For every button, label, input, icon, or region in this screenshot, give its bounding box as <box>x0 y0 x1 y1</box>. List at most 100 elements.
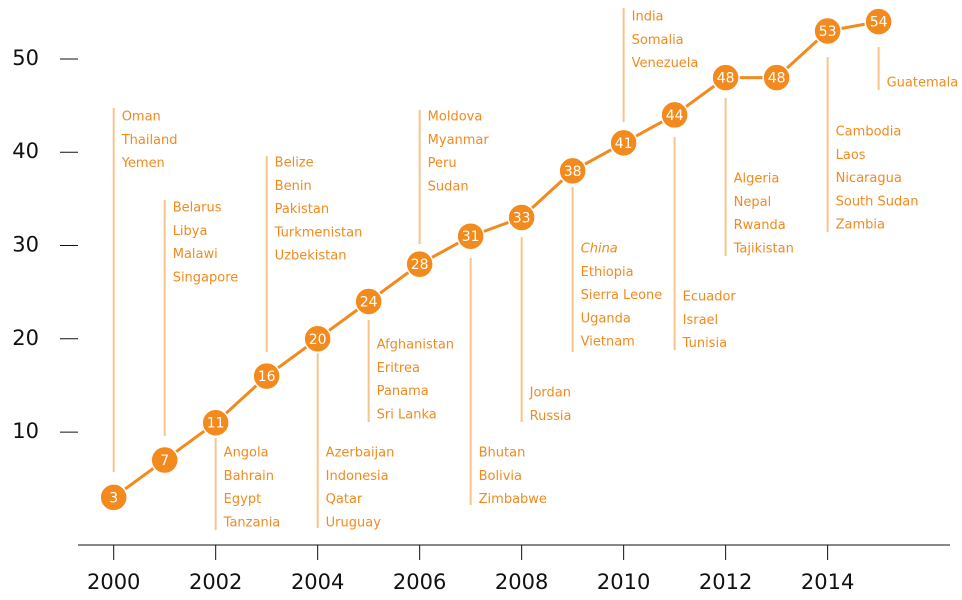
x-tick-label: 2008 <box>495 570 548 594</box>
annotation-label: Malawi <box>173 247 218 262</box>
annotation-label: Vietnam <box>581 335 635 350</box>
annotation-label: Pakistan <box>275 202 329 217</box>
annotation-label: India <box>632 10 664 25</box>
annotation-label: Singapore <box>173 270 239 285</box>
annotation-label: Bhutan <box>479 446 526 461</box>
x-tick-label: 2012 <box>699 570 752 594</box>
annotation-label: Oman <box>122 110 161 125</box>
point <box>609 128 638 158</box>
x-tick-label: 2002 <box>189 570 242 594</box>
point-label: 48 <box>768 71 786 87</box>
point <box>405 249 434 279</box>
y-tick-label: 30 <box>12 233 39 257</box>
annotation-label: Libya <box>173 224 208 239</box>
annotation-label: Nicaragua <box>836 171 902 186</box>
annotation-label: Uruguay <box>326 515 382 530</box>
annotation-label: Sudan <box>428 179 469 194</box>
point-label: 44 <box>666 108 684 124</box>
point-label: 48 <box>717 71 735 87</box>
point <box>354 287 383 316</box>
annotation-label: Egypt <box>224 492 262 507</box>
annotation-label: Bolivia <box>479 469 522 484</box>
annotation-label: Guatemala <box>887 76 959 91</box>
point-label: 54 <box>870 15 888 31</box>
point-label: 11 <box>207 416 225 432</box>
point <box>507 203 536 232</box>
point-label: 24 <box>360 294 378 310</box>
annotation-label: Uganda <box>581 311 631 326</box>
point <box>303 324 332 354</box>
annotation-label: Sierra Leone <box>581 288 663 303</box>
annotation-label: Israel <box>683 313 719 328</box>
annotation-label: Benin <box>275 179 312 194</box>
annotation-label: Yemen <box>121 156 165 171</box>
annotation-label: Moldova <box>428 110 483 125</box>
y-tick-label: 40 <box>12 139 39 163</box>
point <box>456 221 485 251</box>
annotation-label: Zambia <box>836 218 885 233</box>
annotation-label: Turkmenistan <box>274 225 363 240</box>
annotation-label: Azerbaijan <box>326 446 395 461</box>
annotation-label: Tanzania <box>223 515 281 530</box>
annotation-label: Indonesia <box>326 469 389 484</box>
annotation-label: Somalia <box>632 33 684 48</box>
annotation-label: Angola <box>224 446 269 461</box>
annotation-label: Bahrain <box>224 469 274 484</box>
annotation-label: Ecuador <box>683 290 737 305</box>
annotation-label: Eritrea <box>377 361 420 376</box>
annotation-label: Laos <box>836 148 866 163</box>
annotation-label: Uzbekistan <box>275 249 347 264</box>
annotation-label: Afghanistan <box>377 338 454 353</box>
annotation-label: China <box>581 242 618 257</box>
point <box>864 7 893 36</box>
point-label: 3 <box>109 490 118 506</box>
point-label: 16 <box>258 369 276 385</box>
point <box>660 100 689 130</box>
point-label: 38 <box>564 164 582 180</box>
point-label: 28 <box>411 257 429 273</box>
point <box>711 63 740 92</box>
point <box>762 63 791 92</box>
annotation-label: Peru <box>428 156 457 171</box>
point <box>813 16 842 46</box>
point <box>201 408 230 437</box>
point-label: 41 <box>615 136 633 152</box>
annotation-label: Rwanda <box>734 218 786 233</box>
point-label: 33 <box>513 211 531 227</box>
annotation-label: Tunisia <box>682 336 727 351</box>
annotation-label: Venezuela <box>632 56 699 71</box>
point <box>150 445 179 475</box>
point-label: 53 <box>819 24 837 40</box>
x-tick-label: 2010 <box>597 570 650 594</box>
point <box>252 361 281 391</box>
annotation-label: Ethiopia <box>581 265 634 280</box>
point-label: 7 <box>160 453 169 469</box>
annotation-label: Thailand <box>121 133 178 148</box>
annotation-label: South Sudan <box>836 194 919 209</box>
annotation-label: Sri Lanka <box>377 407 437 422</box>
point-label: 31 <box>462 229 480 245</box>
annotation-label: Cambodia <box>836 125 902 140</box>
annotation-label: Myanmar <box>428 133 490 148</box>
annotation-label: Belarus <box>173 201 222 216</box>
point <box>558 156 587 186</box>
y-tick-label: 50 <box>12 46 39 70</box>
annotation-label: Tajikistan <box>733 241 794 256</box>
annotation-label: Qatar <box>326 492 363 507</box>
annotation-label: Jordan <box>529 386 571 401</box>
line <box>112 20 879 499</box>
annotation-label: Nepal <box>734 195 772 210</box>
x-tick-label: 2006 <box>393 570 446 594</box>
annotation-label: Algeria <box>734 172 780 187</box>
annotation-label: Russia <box>530 409 572 424</box>
x-tick-label: 2014 <box>801 570 854 594</box>
x-tick-label: 2004 <box>291 570 344 594</box>
y-tick-label: 10 <box>12 419 39 443</box>
x-tick-label: 2000 <box>87 570 140 594</box>
y-tick-label: 20 <box>12 326 39 350</box>
point <box>99 483 128 512</box>
annotation-label: Panama <box>377 384 429 399</box>
annotation-label: Zimbabwe <box>479 492 547 507</box>
point-label: 20 <box>309 332 327 348</box>
